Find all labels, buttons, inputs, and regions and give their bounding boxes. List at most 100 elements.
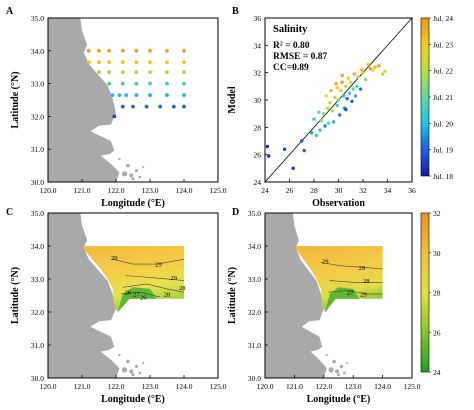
contour-label: 27 [133,291,140,298]
scatter-point [350,99,354,104]
island-2 [134,168,138,173]
station-point [182,48,186,53]
colorbar-tick-label: 26 [433,328,441,337]
plot-frame [264,212,413,379]
scatter-point [334,81,338,86]
colorbar-tick-label: Jul. 21 [433,93,453,102]
station-point [182,104,186,109]
panel-letter-B: B [232,6,239,17]
station-point [120,81,125,86]
scatter-point [335,103,339,108]
x-tick-label: 120.0 [257,382,274,391]
x-tick-label: 34 [384,186,392,195]
axes-C: 120.0 121.0 122.0 123.0 124.0 125.0 30.0 31.0 32… [10,209,227,405]
scatter-point [335,86,339,90]
x-axis-label: Longitude (°E) [101,394,165,405]
x-tick-label: 24 [261,186,269,195]
scatter-point [356,75,360,79]
y-tick-label: 34 [254,41,262,50]
stat-line: R² = 0.80 [273,41,310,51]
panels-group: A B C D 120.0 121.0 122.0 123.0 124.0 125.0 30.0 31… [6,6,453,405]
island-5 [343,371,346,375]
scatter-point [302,148,306,153]
x-tick-label: 120.0 [40,186,57,195]
island-4 [337,373,340,377]
y-tick-label: 28 [254,123,262,132]
contour-line [112,258,185,265]
scatter-point [331,120,336,124]
station-point [134,93,139,97]
scatter-point [300,139,304,143]
y-axis-label: Latitude (°N) [10,267,21,324]
scatter-point [380,72,385,76]
contour-line [121,291,161,298]
salinity-field-D: 29 29 28 27 29 [294,246,383,312]
land-mass-A [48,18,145,182]
y-tick-label: 31.0 [31,145,44,154]
y-axis-label: Model [227,86,238,113]
scatter-point [336,98,341,102]
scatter-point [355,84,359,89]
station-point [134,60,139,65]
x-tick-label: 123.0 [142,382,159,391]
scatter-point [314,133,319,138]
scatter-point [347,91,352,95]
station-point [120,48,125,53]
scatter-point [340,80,344,84]
contour-label: 28 [179,285,186,292]
x-tick-label: 122.0 [108,382,125,391]
station-point [165,93,169,97]
station-point [131,104,135,109]
contour-label: 26 [140,295,147,302]
scatter-point [329,88,333,93]
contour-label: 29 [360,291,367,298]
y-tick-label: 24 [254,178,262,187]
island-7 [142,362,145,365]
x-tick-label: 124.0 [176,382,193,391]
colorbar-tick-label: Jul. 20 [433,119,453,128]
contour-line [328,290,383,295]
x-tick-label: 121.0 [74,382,91,391]
scatter-point [322,112,326,116]
island-2 [339,364,343,368]
station-point [107,48,112,53]
scatter-point [325,106,330,110]
x-tick-label: 123.0 [142,186,159,195]
island-1 [129,173,134,178]
station-point [148,48,152,53]
scatter-point [341,94,346,98]
scatter-point [344,107,348,112]
colorbar-tick-label: Jul. 22 [433,67,453,76]
scatter-point [327,121,331,125]
contour-line [126,275,185,281]
x-tick-label: 36 [408,186,416,195]
scatter-point [353,94,358,98]
station-point [165,70,169,74]
colorbar-tick-label: Jul. 18 [433,172,453,181]
island-6 [325,353,328,357]
x-tick-label: 32 [359,186,367,195]
date-colorbar [420,17,430,177]
x-tick-label: 125.0 [404,382,421,391]
y-tick-label: 35.0 [31,209,44,218]
contour-label: 29 [155,262,162,269]
station-point [97,70,101,74]
scatter-point [265,144,270,149]
scatter-point [317,110,321,115]
scatter-point [318,128,322,132]
station-point [120,104,125,109]
contour-label: 29 [171,275,178,282]
island-7 [346,362,349,365]
y-tick-label: 31.0 [31,341,44,350]
scatter-point [383,69,387,74]
y-tick-label: 33.0 [31,80,44,89]
station-point [134,48,139,53]
island-6 [118,353,121,357]
colorbar-tick-label: 28 [433,289,441,298]
scatter-point [351,87,355,91]
scatter-point [312,117,316,121]
island-1 [129,369,134,374]
station-point [107,81,112,86]
scatter-point [324,94,328,98]
